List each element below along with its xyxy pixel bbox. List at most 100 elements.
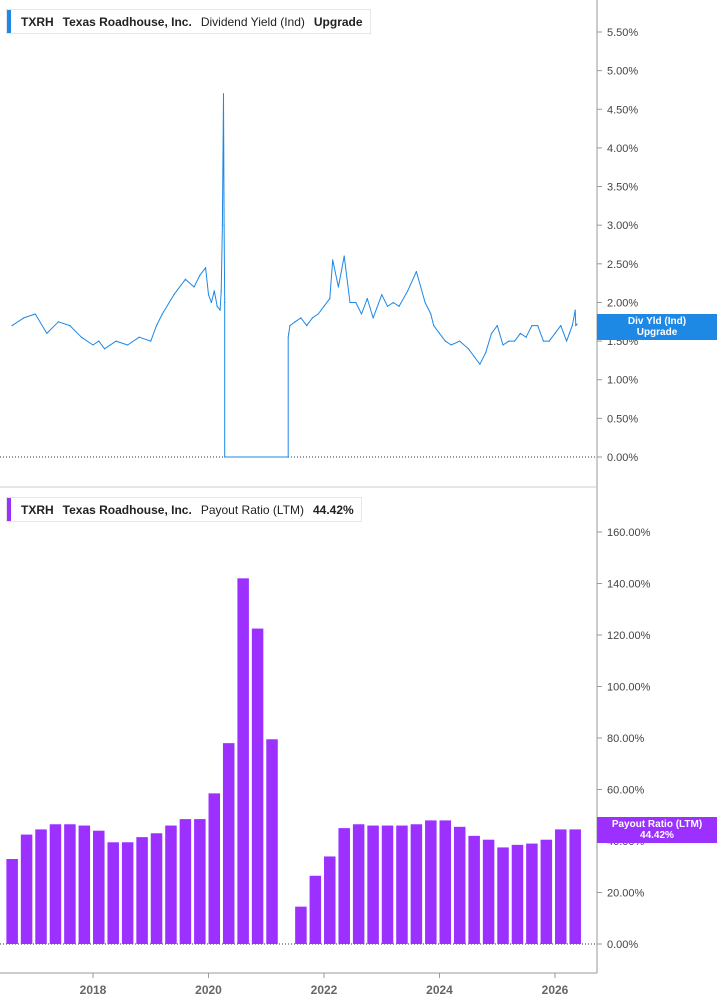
dividend-yield-point xyxy=(542,340,545,342)
dividend-yield-point xyxy=(300,317,302,319)
dividend-yield-point xyxy=(479,363,481,365)
top-ytick-label: 3.50% xyxy=(607,182,638,194)
dividend-yield-point xyxy=(115,340,117,342)
dividend-yield-point xyxy=(496,325,498,327)
dividend-yield-point xyxy=(34,313,36,315)
bottom-ytick-label: 20.00% xyxy=(607,888,645,900)
payout-bar xyxy=(482,839,495,944)
dividend-yield-point xyxy=(450,344,452,346)
dividend-yield-point xyxy=(294,321,296,323)
dividend-yield-point xyxy=(210,301,212,304)
dividend-yield-point xyxy=(554,332,556,334)
dividend-yield-point xyxy=(398,305,400,307)
dividend-yield-point xyxy=(490,332,493,334)
payout-bar xyxy=(208,793,221,944)
payout-bar xyxy=(136,837,148,944)
payout-bar xyxy=(6,859,18,944)
payout-bar xyxy=(540,839,553,944)
dividend-yield-point xyxy=(366,297,368,300)
dividend-yield-point xyxy=(213,290,215,292)
bottom-company: Texas Roadhouse, Inc. xyxy=(62,502,192,517)
payout-bar xyxy=(35,829,47,944)
dividend-yield-point xyxy=(343,255,345,257)
payout-bar xyxy=(121,842,134,944)
top-ticker: TXRH xyxy=(21,14,54,29)
dividend-yield-point xyxy=(287,456,289,458)
dividend-yield-point xyxy=(69,325,71,327)
payout-bar xyxy=(107,842,119,944)
dividend-yield-point xyxy=(199,274,201,277)
dividend-yield-point xyxy=(184,278,186,280)
payout-bar xyxy=(222,743,235,944)
payout-ratio-tag-value: 44.42% xyxy=(640,830,674,841)
dividend-yield-point xyxy=(372,317,374,319)
dividend-yield-point xyxy=(430,313,432,315)
top-ytick-label: 4.00% xyxy=(607,143,638,155)
bottom-metric: Payout Ratio (LTM) xyxy=(200,502,304,517)
bottom-ytick-label: 0.00% xyxy=(607,939,638,951)
dividend-yield-point xyxy=(306,325,308,327)
bottom-ticker: TXRH xyxy=(21,502,54,517)
dividend-yield-point xyxy=(332,259,334,261)
bottom-ytick-label: 80.00% xyxy=(607,733,645,745)
bottom-ytick-label: 60.00% xyxy=(607,785,645,797)
dividend-yield-point xyxy=(415,270,417,273)
dividend-yield-point xyxy=(337,286,340,288)
dividend-yield-point xyxy=(161,313,163,315)
payout-bar xyxy=(93,830,105,944)
bottom-ytick-label: 160.00% xyxy=(607,527,651,539)
bottom-ytick-label: 120.00% xyxy=(607,630,651,642)
xtick-label: 2018 xyxy=(80,983,107,997)
dividend-yield-point xyxy=(205,267,207,269)
dividend-yield-point xyxy=(392,301,394,304)
dividend-yield-point xyxy=(150,340,152,342)
top-ytick-label: 2.50% xyxy=(607,259,638,271)
payout-ratio-tag-label: Payout Ratio (LTM) xyxy=(611,819,703,830)
bottom-legend: TXRH Texas Roadhouse, Inc. Payout Ratio … xyxy=(6,497,362,522)
dividend-yield-point xyxy=(311,317,314,319)
payout-bar xyxy=(453,826,466,944)
top-ytick-label: 2.00% xyxy=(607,297,638,309)
payout-bar xyxy=(324,856,336,944)
xtick-label: 2026 xyxy=(542,983,569,997)
dividend-yield-point xyxy=(11,325,13,327)
dividend-yield-point xyxy=(329,297,331,300)
dividend-yield-point xyxy=(386,305,389,307)
dividend-yield-point xyxy=(508,340,510,342)
bottom-value: 44.42% xyxy=(312,502,354,517)
top-ytick-label: 4.50% xyxy=(607,104,638,116)
payout-bar xyxy=(49,824,62,944)
payout-bar xyxy=(497,847,509,944)
dividend-yield-point xyxy=(381,294,383,296)
top-company: Texas Roadhouse, Inc. xyxy=(62,14,192,29)
dividend-yield-point xyxy=(407,290,409,292)
dividend-yield-point xyxy=(138,336,140,338)
bottom-ytick-label: 100.00% xyxy=(607,682,651,694)
payout-bar xyxy=(251,628,264,944)
payout-bar xyxy=(367,825,379,944)
payout-bar xyxy=(179,819,192,944)
top-ytick-label: 3.00% xyxy=(607,220,638,232)
xtick-label: 2022 xyxy=(311,983,338,997)
dividend-yield-point xyxy=(349,301,351,304)
payout-bar xyxy=(555,829,567,944)
dividend-yield-point xyxy=(576,323,578,325)
dividend-yield-point xyxy=(155,325,158,327)
dividend-yield-point xyxy=(224,301,226,304)
dividend-yield-point xyxy=(207,294,210,296)
payout-bar xyxy=(237,578,249,944)
payout-bar xyxy=(266,739,278,944)
div-yield-tag-label: Div Yld (Ind) xyxy=(627,316,687,327)
payout-bar xyxy=(165,825,177,944)
payout-bar xyxy=(439,820,452,944)
dividend-yield-point xyxy=(525,336,527,338)
top-ytick-label: 5.00% xyxy=(607,66,638,78)
payout-bar xyxy=(352,824,365,944)
dividend-yield-point xyxy=(221,224,223,226)
top-value[interactable]: Upgrade xyxy=(313,14,363,29)
payout-bar xyxy=(396,825,408,944)
dividend-yield-point xyxy=(568,332,571,334)
top-metric: Dividend Yield (Ind) xyxy=(200,14,305,29)
dividend-yield-point xyxy=(467,348,469,350)
div-yield-tag[interactable]: Div Yld (Ind) Upgrade xyxy=(597,314,717,340)
